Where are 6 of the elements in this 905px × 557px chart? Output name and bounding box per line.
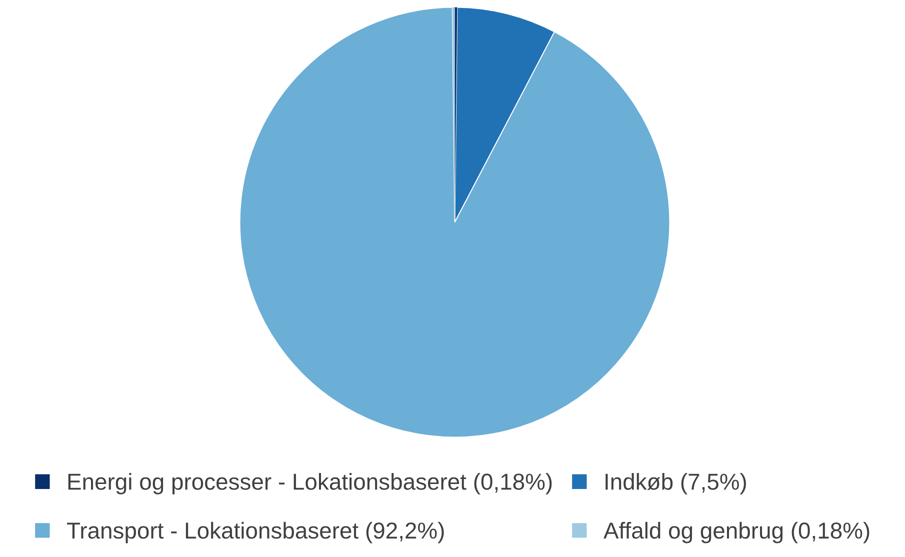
legend-label: Transport - Lokationsbaseret (92,2%) (67, 522, 444, 544)
legend-label: Affald og genbrug (0,18%) (604, 522, 870, 544)
pie-slice (239, 6, 670, 438)
legend-label: Indkøb (7,5%) (606, 473, 746, 494)
pie-slice (452, 7, 455, 222)
legend-label: Energi og processer - Lokationsbaseret (0,18%) (68, 473, 552, 494)
